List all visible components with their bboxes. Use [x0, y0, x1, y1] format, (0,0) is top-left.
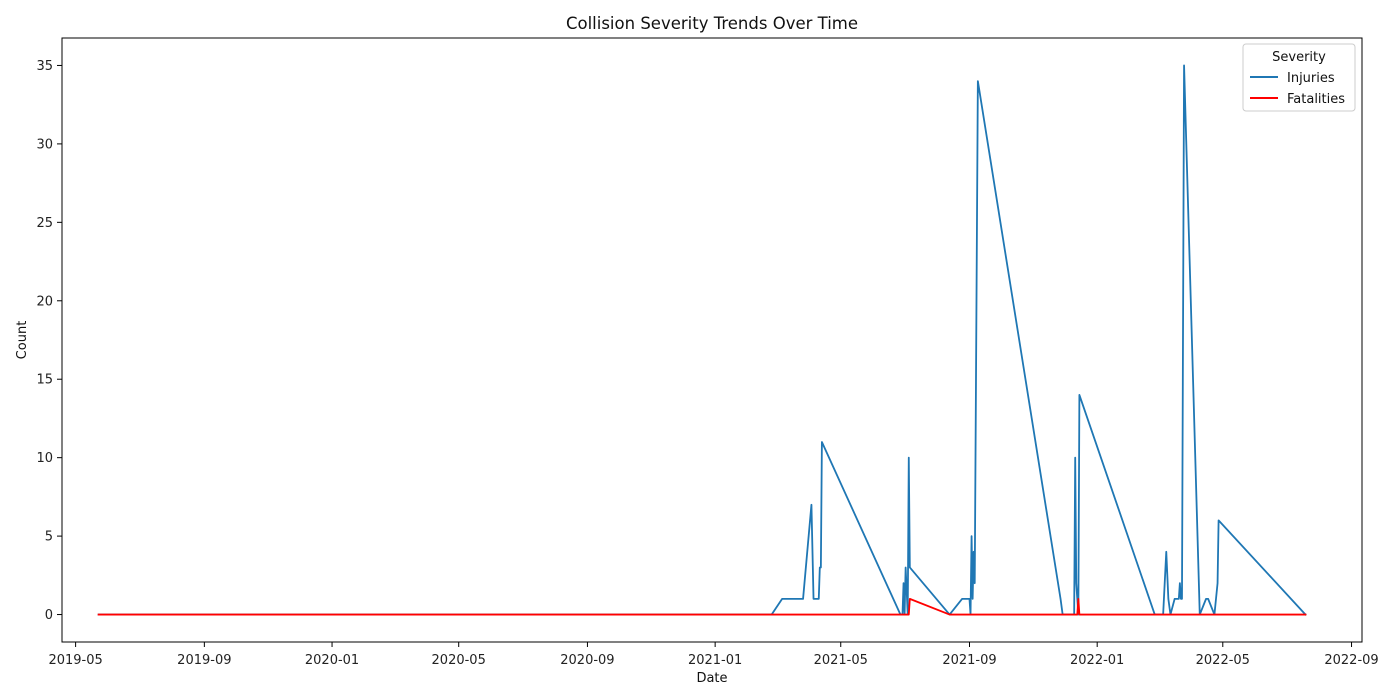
- chart-title: Collision Severity Trends Over Time: [566, 14, 858, 33]
- y-tick-label: 30: [36, 137, 53, 152]
- y-tick-label: 20: [36, 294, 53, 309]
- y-tick-label: 5: [45, 530, 53, 545]
- y-tick-label: 25: [36, 216, 53, 231]
- y-tick-label: 10: [36, 451, 53, 466]
- x-tick-label: 2020-01: [305, 653, 359, 668]
- x-tick-label: 2020-09: [560, 653, 614, 668]
- series-line-fatalities: [97, 597, 1307, 616]
- x-tick-label: 2021-05: [814, 653, 868, 668]
- x-axis: 2019-05 2019-09 2020-01 2020-05 2020-09 2021-…: [48, 642, 1379, 668]
- y-axis-title: Count: [15, 321, 30, 360]
- x-tick-label: 2019-09: [177, 653, 231, 668]
- y-tick-label: 15: [36, 373, 53, 388]
- x-tick-label: 2022-01: [1070, 653, 1124, 668]
- legend-title: Severity: [1272, 50, 1326, 65]
- plot-area: [61, 37, 1363, 643]
- series-layer: [97, 64, 1307, 616]
- legend-label-injuries: Injuries: [1287, 71, 1335, 86]
- x-tick-label: 2020-05: [432, 653, 486, 668]
- legend: Severity Injuries Fatalities: [1242, 43, 1356, 112]
- y-tick-label: 35: [36, 59, 53, 74]
- y-axis: 0 5 10 15 20 25 30 35: [36, 59, 62, 623]
- x-tick-label: 2021-09: [942, 653, 996, 668]
- legend-box: [1242, 43, 1356, 112]
- x-tick-label: 2022-09: [1324, 653, 1378, 668]
- series-line-injuries: [97, 64, 1307, 616]
- x-axis-title: Date: [696, 671, 727, 686]
- x-tick-label: 2019-05: [48, 653, 102, 668]
- legend-label-fatalities: Fatalities: [1287, 92, 1345, 107]
- y-tick-label: 0: [45, 608, 53, 623]
- x-tick-label: 2022-05: [1196, 653, 1250, 668]
- x-tick-label: 2021-01: [688, 653, 742, 668]
- plot-frame: [61, 37, 1363, 643]
